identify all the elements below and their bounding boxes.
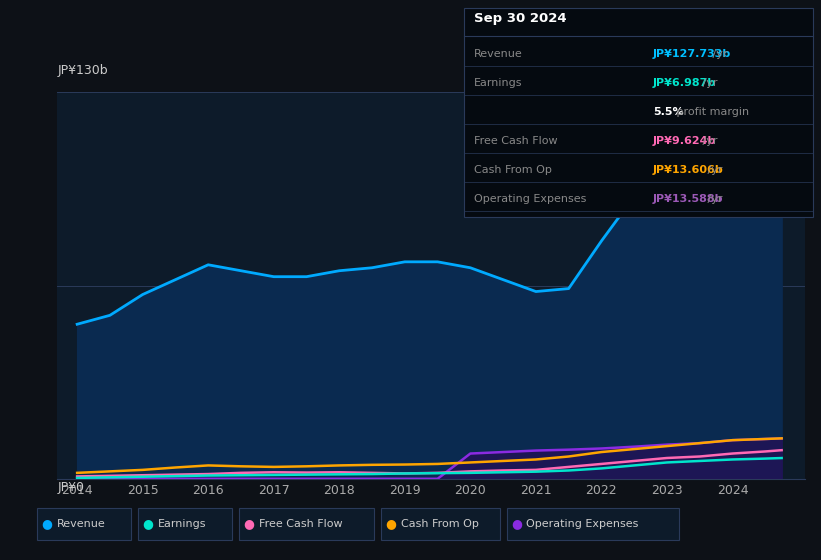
Text: ●: ● — [385, 517, 397, 530]
Text: Sep 30 2024: Sep 30 2024 — [474, 12, 566, 25]
Text: 5.5%: 5.5% — [653, 107, 683, 117]
Text: profit margin: profit margin — [673, 107, 750, 117]
Text: Free Cash Flow: Free Cash Flow — [474, 136, 557, 146]
Text: ●: ● — [243, 517, 255, 530]
Text: JP¥13.606b: JP¥13.606b — [653, 165, 723, 175]
Text: JP¥127.733b: JP¥127.733b — [653, 49, 731, 59]
Text: JP¥130b: JP¥130b — [57, 64, 108, 77]
Text: Operating Expenses: Operating Expenses — [526, 519, 639, 529]
Text: JP¥13.588b: JP¥13.588b — [653, 194, 723, 204]
Text: /yr: /yr — [704, 165, 722, 175]
Text: ●: ● — [142, 517, 154, 530]
Text: Cash From Op: Cash From Op — [401, 519, 479, 529]
Text: JP¥9.624b: JP¥9.624b — [653, 136, 716, 146]
Text: JP¥6.987b: JP¥6.987b — [653, 78, 716, 88]
Text: /yr: /yr — [709, 49, 727, 59]
Text: JP¥0: JP¥0 — [57, 480, 85, 494]
Text: ●: ● — [511, 517, 522, 530]
Text: ●: ● — [41, 517, 53, 530]
Text: Earnings: Earnings — [474, 78, 522, 88]
Text: Cash From Op: Cash From Op — [474, 165, 552, 175]
Text: Earnings: Earnings — [158, 519, 206, 529]
Text: /yr: /yr — [704, 194, 722, 204]
Text: Free Cash Flow: Free Cash Flow — [259, 519, 342, 529]
Text: Operating Expenses: Operating Expenses — [474, 194, 586, 204]
Text: /yr: /yr — [699, 136, 717, 146]
Text: Revenue: Revenue — [474, 49, 522, 59]
Text: Revenue: Revenue — [57, 519, 105, 529]
Text: /yr: /yr — [699, 78, 717, 88]
